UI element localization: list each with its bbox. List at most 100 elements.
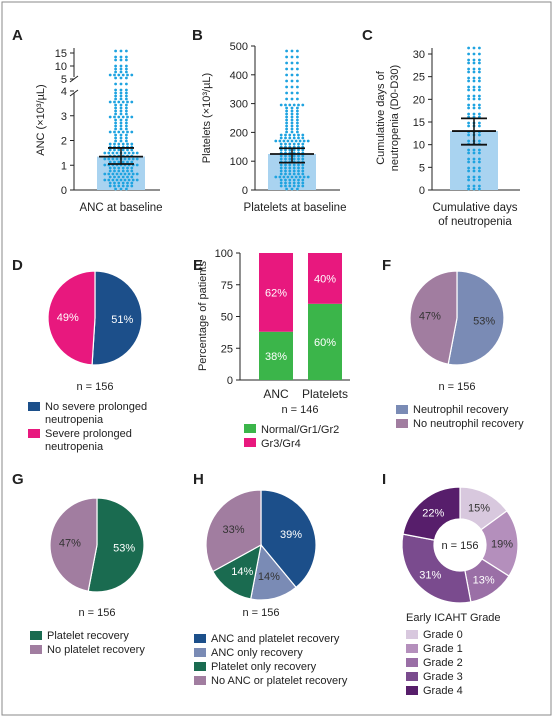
h-slice-label: 39% [280,529,302,541]
e-bar-value-label: 40% [314,273,336,285]
a-data-point [108,148,112,152]
e-y-tick-label: 0 [227,375,233,387]
b-data-point [285,106,288,110]
e-stacked-bar-segment [308,303,342,380]
a-data-point [135,163,139,167]
b-data-point [296,61,299,65]
b-data-point [294,175,298,179]
panel-letter: H [193,471,204,488]
i-legend-swatch [406,658,418,667]
a-data-point [108,175,112,179]
c-data-point [467,121,470,125]
h-legend-swatch [194,634,206,643]
b-data-point [296,73,299,77]
panel-letter: B [192,27,203,44]
d-n-label: n = 156 [76,381,113,393]
a-data-point [126,184,129,188]
panel-letter: C [362,27,373,44]
c-data-point [478,166,481,170]
c-data-point [472,46,476,50]
d-slice-label: 51% [111,314,133,326]
b-data-point [301,163,305,167]
b-data-point [279,148,283,152]
a-data-point [114,70,117,74]
a-data-point [114,103,117,107]
a-data-point [119,67,123,71]
b-data-point [296,118,299,122]
b-data-point [297,154,300,158]
a-data-point [119,112,123,116]
a-data-point [125,127,128,131]
a-data-point [123,151,127,155]
i-slice-label: 13% [473,575,495,587]
b-data-point [288,184,292,188]
c-data-point [467,76,470,80]
a-data-point [121,175,125,179]
a-data-point [113,160,116,164]
a-data-point [113,148,116,152]
b-data-point [282,139,286,143]
a-data-point [119,103,123,107]
a-data-point [119,106,123,110]
b-data-point [288,166,292,170]
b-data-point [286,139,290,143]
b-data-point [285,67,288,71]
a-data-point [117,166,121,170]
b-y-tick-label: 400 [230,70,248,82]
c-data-point [467,160,470,164]
d-legend-label: Severe prolonged [45,428,132,440]
e-stacked-bar-segment [259,331,293,380]
a-data-point [114,139,117,143]
b-data-point [285,91,288,95]
g-slice [87,497,145,593]
a-data-point [125,109,128,113]
b-data-point [288,157,292,161]
b-data-point [285,127,288,131]
c-data-point [472,79,476,83]
b-data-point [296,121,299,125]
b-data-point [292,142,296,146]
a-data-point [125,55,128,59]
a-data-point [125,76,128,80]
b-data-point [292,133,296,137]
c-data-point [478,97,481,101]
d-slice [91,270,143,366]
c-data-point [472,175,476,179]
a-data-point [126,166,129,170]
b-data-point [288,172,292,176]
a-data-point [119,118,123,122]
b-data-point [284,166,287,170]
c-data-point [478,61,481,65]
a-data-point [108,169,112,173]
a-data-point [119,55,123,59]
b-data-point [290,73,294,77]
a-y-tick-label: 4 [61,86,67,98]
a-data-point [114,55,117,59]
c-data-point [467,148,470,152]
i-slice-label: 22% [422,508,444,520]
a-data-point [119,49,123,53]
h-legend-label: ANC and platelet recovery [211,633,340,645]
a-data-point [130,73,134,77]
b-data-point [301,169,305,173]
c-y-tick-label: 30 [413,49,425,61]
b-data-point [279,133,283,137]
b-data-point [278,175,282,179]
h-slice-label: 14% [258,571,280,583]
g-legend-label: Platelet recovery [47,630,129,642]
g-legend-swatch [30,631,42,640]
b-data-point [297,157,300,161]
f-slice-label: 47% [419,310,441,322]
i-legend-label: Grade 2 [423,657,463,669]
b-data-point [301,142,305,146]
a-data-point [125,133,128,137]
a-data-point [113,166,116,170]
b-data-point [292,178,296,182]
a-data-point [130,160,134,164]
i-legend-swatch [406,672,418,681]
b-data-point [284,181,287,185]
c-y-tick-label: 15 [413,117,425,129]
e-y-tick-label: 50 [221,312,233,324]
a-data-point [113,142,116,146]
a-data-point [117,130,121,134]
